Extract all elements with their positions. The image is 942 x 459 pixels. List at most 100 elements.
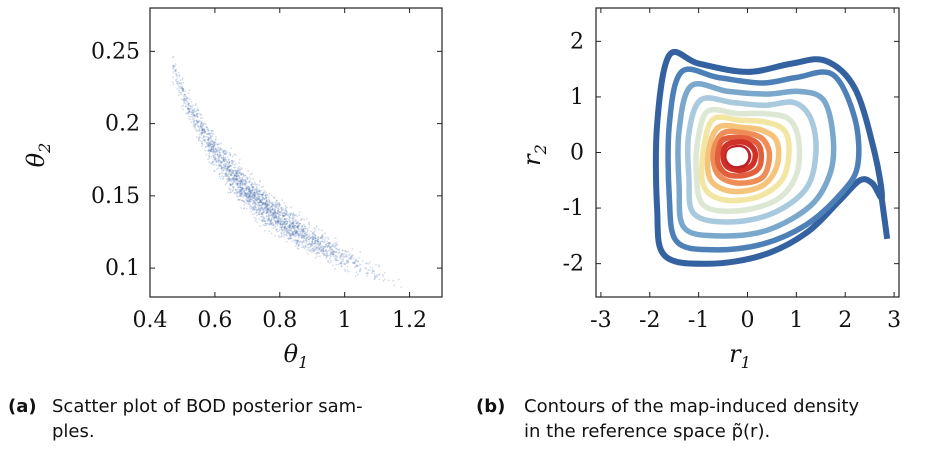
scatter-point	[251, 198, 254, 201]
scatter-point	[291, 232, 294, 235]
scatter-point	[330, 252, 332, 255]
scatter-point	[227, 159, 230, 161]
scatter-point	[297, 248, 300, 250]
scatter-point	[278, 203, 280, 206]
scatter-point	[215, 159, 217, 162]
scatter-point	[344, 270, 347, 273]
scatter-point	[237, 179, 240, 182]
scatter-point	[222, 159, 225, 161]
scatter-point	[180, 81, 182, 84]
scatter-point	[200, 113, 203, 116]
scatter-point	[296, 232, 299, 235]
scatter-point	[297, 243, 300, 246]
scatter-point	[276, 211, 279, 214]
scatter-point	[383, 271, 386, 274]
scatter-point	[274, 226, 276, 229]
scatter-point	[208, 146, 210, 149]
scatter-point	[174, 63, 177, 65]
scatter-point	[258, 201, 261, 203]
scatter-point	[216, 158, 219, 160]
scatter-point	[335, 263, 337, 266]
scatter-point	[176, 82, 178, 85]
scatter-point	[291, 226, 293, 229]
scatter-point	[196, 109, 198, 111]
scatter-point	[237, 186, 240, 189]
scatter-point	[262, 193, 264, 196]
scatter-point	[236, 182, 239, 185]
scatter-point	[188, 108, 191, 110]
scatter-point	[266, 201, 269, 204]
scatter-point	[230, 178, 233, 180]
scatter-point	[210, 143, 213, 146]
scatter-point	[199, 125, 202, 128]
scatter-point	[266, 208, 269, 210]
scatter-point	[239, 190, 242, 193]
scatter-point	[296, 247, 299, 250]
scatter-point	[331, 253, 334, 256]
scatter-point	[204, 149, 207, 152]
scatter-point	[289, 234, 292, 237]
scatter-point	[256, 188, 259, 191]
scatter-point	[293, 228, 296, 230]
scatter-point	[238, 177, 241, 179]
scatter-point	[340, 255, 343, 258]
scatter-point	[251, 203, 254, 206]
scatter-point	[323, 254, 325, 256]
scatter-point	[245, 193, 248, 196]
scatter-point	[338, 250, 341, 252]
scatter-point	[251, 189, 254, 192]
scatter-point	[283, 223, 286, 226]
scatter-point	[341, 265, 343, 268]
scatter-point	[253, 208, 256, 211]
scatter-point	[215, 149, 218, 152]
scatter-point	[267, 219, 270, 222]
scatter-point	[280, 208, 283, 211]
scatter-point	[209, 135, 212, 138]
scatter-point	[256, 199, 259, 202]
scatter-point	[247, 200, 250, 203]
scatter-point	[283, 215, 285, 218]
scatter-point	[182, 89, 184, 92]
scatter-point	[336, 248, 339, 251]
scatter-point	[302, 236, 304, 239]
scatter-point	[246, 199, 249, 202]
scatter-point	[227, 168, 230, 171]
scatter-point	[208, 144, 210, 146]
scatter-point	[267, 196, 270, 199]
scatter-point	[297, 225, 300, 228]
scatter-point	[260, 193, 262, 196]
scatter-point	[369, 266, 372, 268]
scatter-point	[250, 198, 253, 200]
scatter-point	[258, 197, 261, 199]
scatter-point	[258, 197, 260, 200]
scatter-point	[304, 225, 306, 228]
scatter-point	[324, 238, 326, 241]
scatter-point	[334, 268, 336, 270]
scatter-point	[273, 204, 276, 207]
scatter-point	[270, 218, 273, 221]
scatter-point	[269, 209, 272, 212]
scatter-point	[219, 177, 222, 180]
scatter-point	[316, 242, 319, 245]
scatter-points	[172, 55, 403, 289]
scatter-point	[172, 64, 175, 67]
scatter-point	[274, 216, 276, 219]
scatter-point	[254, 197, 256, 200]
scatter-point	[381, 273, 384, 276]
scatter-point	[206, 141, 208, 144]
scatter-point	[218, 173, 221, 175]
scatter-point	[235, 175, 237, 178]
scatter-point	[282, 207, 285, 210]
scatter-point	[272, 214, 275, 217]
scatter-point	[224, 174, 227, 177]
scatter-point	[273, 196, 275, 199]
scatter-point	[205, 133, 208, 135]
scatter-point	[297, 245, 300, 247]
scatter-point	[273, 215, 276, 218]
scatter-point	[196, 112, 199, 115]
scatter-point	[207, 138, 210, 141]
scatter-point	[285, 212, 288, 215]
scatter-point	[295, 222, 298, 225]
scatter-point	[254, 206, 257, 209]
scatter-point	[314, 257, 317, 259]
